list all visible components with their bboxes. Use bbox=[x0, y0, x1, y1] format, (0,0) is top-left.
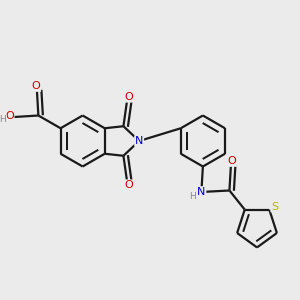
Text: N: N bbox=[197, 187, 206, 197]
Text: S: S bbox=[271, 202, 278, 212]
Text: O: O bbox=[124, 92, 133, 102]
Text: O: O bbox=[124, 180, 133, 190]
Text: O: O bbox=[5, 111, 14, 122]
Text: H: H bbox=[190, 192, 196, 201]
Text: H: H bbox=[0, 115, 6, 124]
Text: O: O bbox=[32, 81, 40, 91]
Text: O: O bbox=[227, 156, 236, 166]
Text: N: N bbox=[135, 136, 143, 146]
